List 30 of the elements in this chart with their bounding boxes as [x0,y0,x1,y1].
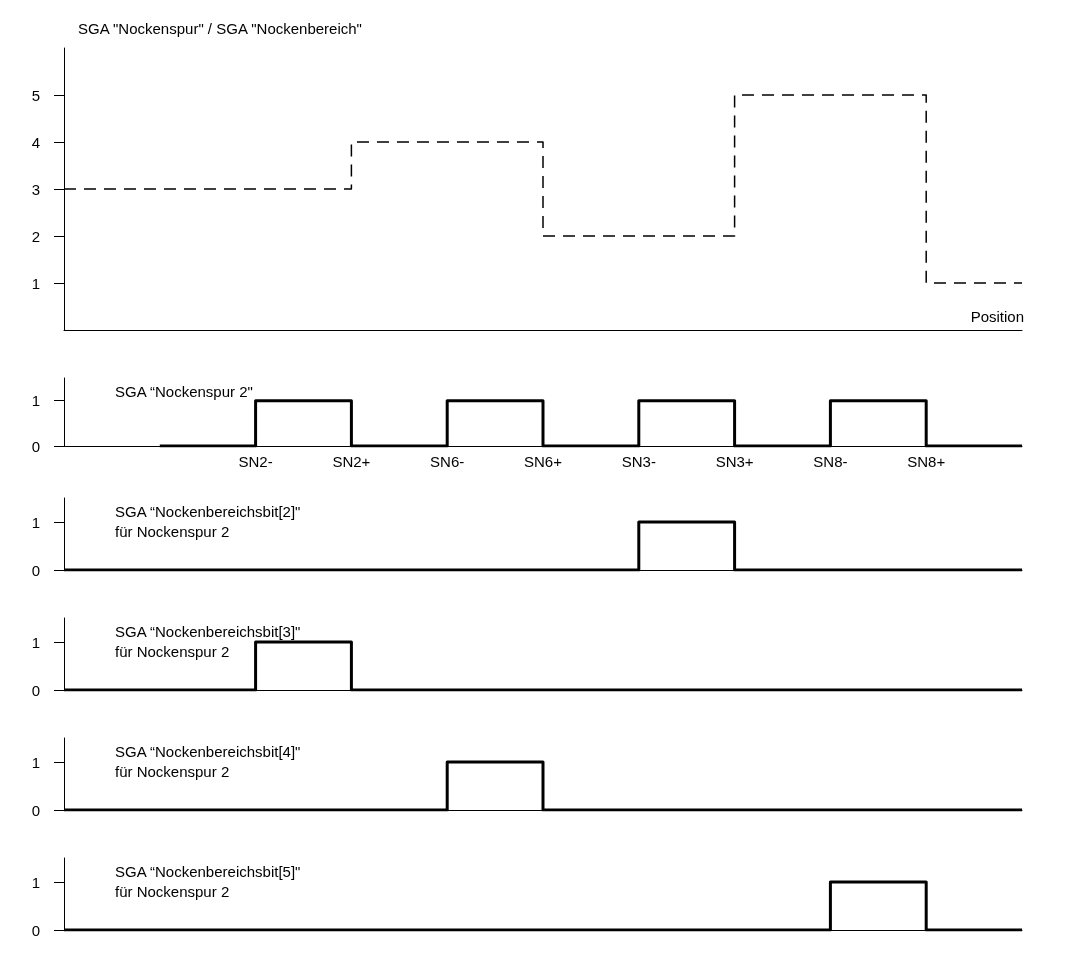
y-tick-label: 4 [31,133,40,151]
x-tick-label: SN3+ [715,453,754,470]
x-tick-label: SN8+ [907,453,946,470]
y-tick-label: 5 [31,86,40,104]
y-tick-label: 1 [31,513,40,531]
x-tick-label: SN6+ [524,453,563,470]
text: SGA “Nockenbereichsbit[4]" für Nockenspur 2 [115,742,301,780]
y-tick-label: 1 [31,633,40,651]
x-tick-label: SN2+ [332,453,371,470]
y-axis-title: SGA "Nockenspur" / SGA "Nockenbereich" [78,20,362,37]
x-axis-title: Position [970,308,1024,325]
y-tick-label: 1 [31,274,40,292]
y-tick-label: 0 [31,681,40,699]
y-tick-label: 0 [31,921,40,939]
y-tick-label: 0 [31,561,40,579]
y-tick-label: 1 [31,392,40,410]
chart-title: SGA “Nockenspur 2" [115,382,253,400]
x-tick-label: SN2- [238,453,273,470]
y-tick-label: 3 [31,180,40,198]
text: SGA “Nockenbereichsbit[5]" für Nockenspur 2 [115,862,301,900]
text: SGA “Nockenbereichsbit[3]" für Nockenspur 2 [115,622,301,660]
y-tick-label: 0 [31,437,40,455]
x-tick-label: SN6- [430,453,465,470]
y-tick-label: 1 [31,873,40,891]
y-tick-label: 0 [31,801,40,819]
text: SGA “Nockenbereichsbit[2]" für Nockenspur 2 [115,502,301,540]
x-tick-label: SN8- [813,453,848,470]
y-tick-label: 1 [31,753,40,771]
y-tick-label: 2 [31,227,40,245]
x-tick-label: SN3- [621,453,656,470]
